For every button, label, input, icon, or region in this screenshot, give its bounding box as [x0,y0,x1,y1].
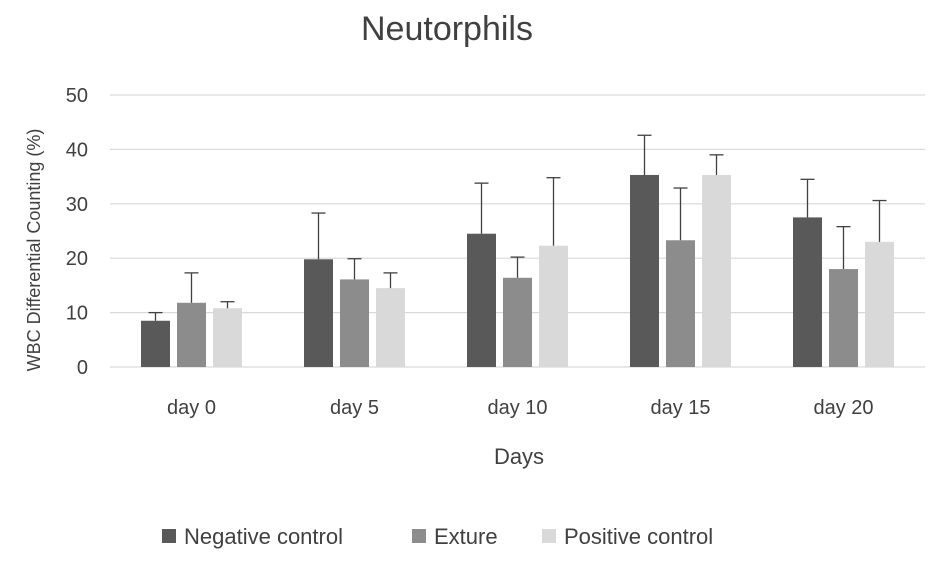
error-bar [474,182,489,234]
bar-exture-day-10 [503,277,532,367]
error-bar [383,272,398,289]
bar-exture-day-15 [666,240,695,367]
y-tick-label: 40 [66,139,88,161]
chart-title: Neutorphils [361,10,533,48]
legend-label: Positive control [564,524,713,549]
bar-negative-control-day-15 [630,174,659,367]
error-bar [637,134,652,175]
legend-label: Negative control [184,524,343,549]
y-tick-label: 30 [66,194,88,216]
y-tick-label: 50 [66,85,88,107]
x-tick-label: day 0 [167,397,216,419]
error-bar [184,272,199,303]
legend-item: Positive control [542,524,713,549]
legend-swatch [542,529,556,543]
error-bar [836,225,851,270]
error-bar [800,178,815,218]
bar-negative-control-day-0 [141,320,170,367]
bar-exture-day-5 [340,279,369,367]
x-tick-label: day 10 [487,397,547,419]
x-tick-label: day 15 [650,397,710,419]
bar-negative-control-day-5 [304,259,333,367]
error-bar [872,199,887,242]
y-tick-label: 10 [66,303,88,325]
x-tick-label: day 20 [813,397,873,419]
bar-exture-day-0 [177,302,206,367]
bar-positive-control-day-0 [213,308,242,367]
error-bar [311,212,326,260]
legend-label: Exture [434,524,498,549]
y-axis-label: WBC Differential Counting (%) [24,129,44,372]
error-bar [220,301,235,309]
bar-exture-day-20 [829,269,858,367]
y-tick-label: 20 [66,248,88,270]
error-bar [347,258,362,280]
legend: Negative control Exture Positive control [162,524,713,549]
legend-item: Exture [412,524,498,549]
legend-swatch [412,529,426,543]
error-bar [510,256,525,278]
bar-negative-control-day-10 [467,233,496,367]
error-bar [546,177,561,246]
bar-positive-control-day-20 [865,241,894,367]
bars [141,134,894,367]
y-tick-label: 0 [77,357,88,379]
error-bar [709,154,724,175]
bar-positive-control-day-15 [702,174,731,367]
bar-positive-control-day-10 [539,245,568,367]
bar-negative-control-day-20 [793,217,822,367]
error-bar [148,311,163,321]
x-axis-ticks: day 0 day 5 day 10 day 15 day 20 [167,397,874,419]
x-axis-label: Days [494,444,544,469]
y-axis-ticks: 0 10 20 30 40 50 [66,85,88,379]
x-tick-label: day 5 [330,397,379,419]
bar-positive-control-day-5 [376,288,405,367]
error-bar [673,187,688,241]
legend-swatch [162,529,176,543]
legend-item: Negative control [162,524,343,549]
